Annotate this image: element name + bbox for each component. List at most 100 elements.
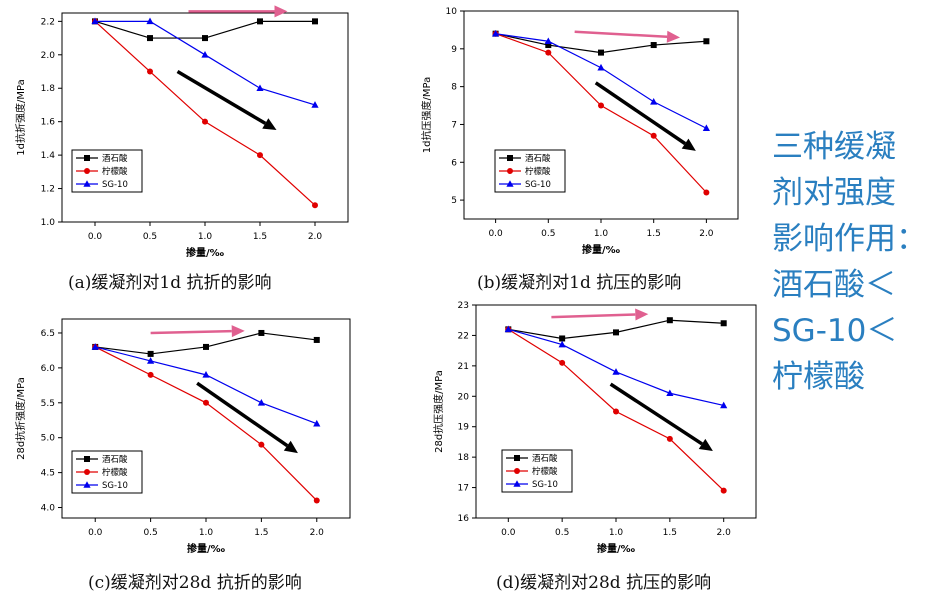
data-point	[146, 17, 154, 25]
x-tick-label: 2.0	[717, 528, 732, 538]
data-point	[507, 155, 513, 161]
summary-text: 三种缓凝 剂对强度 影响作用： 酒石酸＜ SG-10＜ 柠檬酸	[772, 124, 930, 400]
data-point	[506, 180, 514, 187]
data-point	[313, 497, 320, 504]
data-point	[257, 18, 263, 25]
summary-line: 三种缓凝	[772, 129, 896, 165]
chart-caption-b: (b)缓凝剂对1d 抗压的影响	[477, 273, 682, 293]
summary-line: 柠檬酸	[772, 359, 865, 395]
legend-label: 柠檬酸	[102, 467, 128, 478]
trend-arrow-head	[681, 138, 696, 151]
trend-arrow-head	[283, 440, 298, 454]
data-point	[514, 455, 520, 461]
data-point	[492, 29, 500, 37]
y-tick-label: 2.2	[41, 17, 55, 27]
chart-caption-d: (d)缓凝剂对28d 抗压的影响	[496, 573, 712, 593]
data-point	[83, 180, 91, 187]
x-tick-label: 1.0	[199, 528, 214, 538]
data-point	[84, 456, 90, 462]
chart-panel-a: 0.0 0.5 1.0 1.5 2.0 1.0 1.2 1.4 1.6 1.8 2.0 2.2 掺量/‰…	[0, 0, 380, 300]
x-tick-label: 1.5	[253, 232, 267, 242]
y-tick-label: 1.4	[41, 151, 56, 161]
x-axis-label: 掺量/‰	[186, 246, 225, 259]
data-point	[545, 49, 552, 56]
y-tick-label: 18	[458, 453, 470, 463]
data-point	[513, 480, 521, 487]
data-point	[147, 371, 154, 378]
data-point	[514, 468, 520, 474]
trend-arrow-shaft	[609, 382, 704, 446]
trend-arrow-shaft	[551, 313, 636, 319]
legend-label: 酒石酸	[532, 453, 558, 464]
data-point	[720, 320, 727, 327]
chart-caption-c: (c)缓凝剂对28d 抗折的影响	[88, 573, 302, 593]
data-point	[720, 401, 728, 409]
y-tick-label: 22	[458, 331, 469, 341]
series-line	[508, 328, 724, 406]
data-point	[597, 63, 605, 71]
trend-arrow-shaft	[574, 30, 668, 39]
x-tick-label: 0.5	[143, 528, 157, 538]
data-point	[257, 398, 265, 406]
x-tick-label: 2.0	[310, 528, 325, 538]
x-tick-label: 1.0	[198, 232, 213, 242]
y-tick-label: 1.6	[41, 118, 56, 128]
trend-arrow-shaft	[176, 70, 267, 125]
data-point	[703, 38, 710, 45]
y-tick-label: 17	[458, 484, 469, 494]
y-tick-label: 21	[458, 362, 469, 372]
data-point	[311, 101, 319, 108]
y-tick-label: 4.5	[41, 469, 55, 479]
data-point	[720, 487, 727, 494]
data-point	[202, 371, 210, 378]
y-tick-label: 5	[451, 196, 457, 206]
data-point	[666, 317, 673, 324]
data-point	[313, 336, 320, 343]
y-tick-label: 1.8	[41, 84, 56, 94]
legend-label: SG-10	[525, 180, 551, 190]
chart-panel-d: 0.0 0.5 1.0 1.5 2.0 16 17 18 19 20 21 22 23 掺量/‰ 28d抗压…	[420, 295, 770, 599]
trend-arrow-shaft	[196, 381, 289, 448]
data-point	[703, 189, 710, 196]
data-point	[201, 51, 209, 58]
legend-label: 柠檬酸	[532, 466, 558, 477]
y-tick-label: 6	[451, 158, 457, 168]
y-tick-label: 1.0	[41, 218, 56, 228]
x-tick-label: 0.5	[143, 232, 157, 242]
y-axis-label: 28d抗压强度/MPa	[432, 370, 445, 453]
chart-caption-a: (a)缓凝剂对1d 抗折的影响	[68, 273, 272, 293]
data-point	[256, 84, 264, 92]
y-axis-label: 28d抗折强度/MPa	[14, 377, 27, 460]
data-point	[312, 202, 318, 209]
data-point	[202, 35, 208, 42]
chart-panel-b: 0.0 0.5 1.0 1.5 2.0 5 6 7 8 9 10 掺量/‰ 1d抗压强度/MPa 酒石酸柠…	[420, 0, 770, 300]
data-point	[84, 168, 90, 174]
x-tick-label: 0.5	[541, 229, 555, 239]
chart-b: 0.0 0.5 1.0 1.5 2.0 5 6 7 8 9 10 掺量/‰ 1d抗压强度/MPa 酒石酸柠…	[420, 7, 739, 256]
x-tick-label: 1.5	[663, 528, 677, 538]
summary-line: SG-10＜	[772, 313, 898, 349]
data-point	[598, 102, 604, 109]
y-tick-label: 6.5	[41, 329, 55, 339]
trend-arrow-head	[274, 5, 288, 18]
trend-arrow-head	[262, 118, 277, 131]
legend-label: 柠檬酸	[525, 166, 551, 177]
y-tick-label: 8	[451, 83, 457, 93]
data-point	[257, 152, 263, 159]
data-point	[507, 168, 513, 174]
y-tick-label: 23	[458, 301, 469, 311]
data-point	[203, 399, 209, 406]
data-point	[613, 329, 619, 336]
y-tick-label: 10	[446, 7, 458, 17]
series-line	[508, 319, 724, 340]
x-tick-label: 0.0	[88, 528, 103, 538]
y-tick-label: 7	[451, 120, 457, 130]
y-tick-label: 5.0	[41, 434, 56, 444]
y-tick-label: 5.5	[41, 399, 55, 409]
legend-label: 酒石酸	[525, 153, 551, 164]
data-point	[504, 325, 512, 333]
y-tick-label: 19	[458, 423, 470, 433]
x-tick-label: 0.0	[88, 232, 103, 242]
summary-line: 酒石酸＜	[772, 267, 896, 303]
x-tick-label: 1.5	[254, 528, 268, 538]
